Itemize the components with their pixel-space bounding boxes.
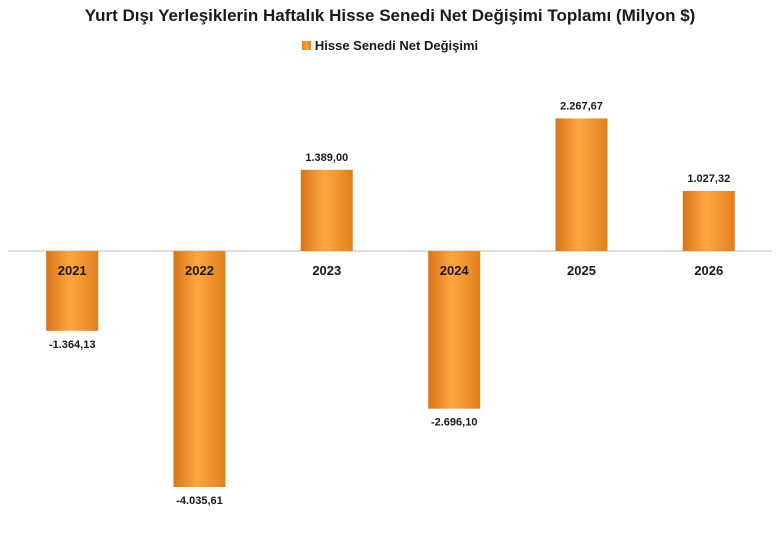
data-label: 1.027,32 <box>687 173 730 185</box>
x-tick-label: 2022 <box>185 263 214 278</box>
bar-2021 <box>46 251 99 331</box>
data-label: -2.696,10 <box>431 417 477 429</box>
data-label: -1.364,13 <box>49 339 95 351</box>
data-label: 2.267,67 <box>560 100 603 112</box>
legend-label: Hisse Senedi Net Değişimi <box>314 38 479 53</box>
legend: Hisse Senedi Net Değişimi <box>0 38 780 53</box>
legend-swatch <box>301 41 311 50</box>
x-tick-label: 2024 <box>440 263 470 278</box>
chart-title: Yurt Dışı Yerleşiklerin Haftalık Hisse S… <box>84 6 696 25</box>
x-tick-label: 2026 <box>694 263 723 278</box>
data-label: 1.389,00 <box>305 152 348 164</box>
x-tick-label: 2023 <box>312 263 341 278</box>
x-tick-label: 2021 <box>58 263 87 278</box>
data-label: -4.035,61 <box>176 495 222 507</box>
bar-2025 <box>555 118 608 252</box>
bar-2023 <box>300 169 353 251</box>
bar-2024 <box>428 251 481 409</box>
bar-2022 <box>173 251 226 487</box>
bar-2026 <box>682 190 735 251</box>
x-tick-label: 2025 <box>567 263 596 278</box>
